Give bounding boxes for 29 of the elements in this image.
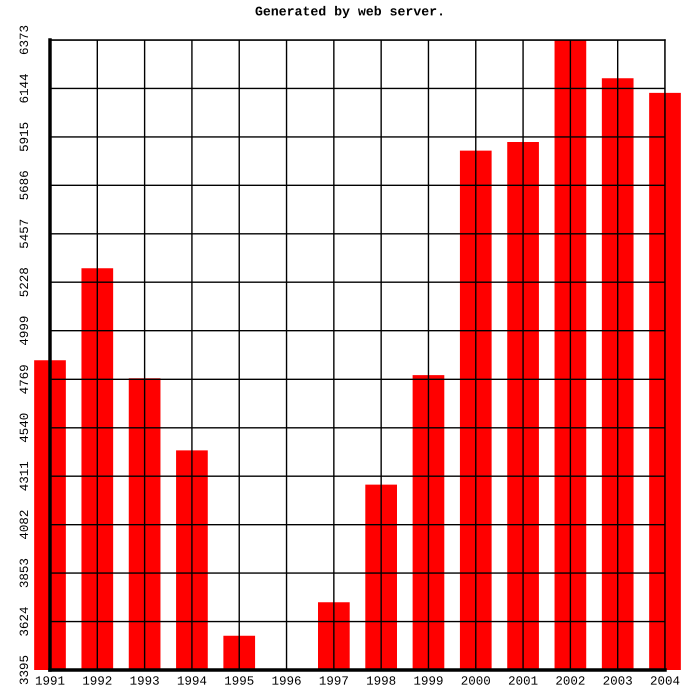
x-tick-label: 1997 bbox=[320, 676, 348, 685]
x-tick-label: 1996 bbox=[272, 676, 301, 685]
x-tick-label: 1995 bbox=[225, 676, 254, 685]
y-tick-label: 6373 bbox=[20, 26, 28, 54]
x-tick-label: 2003 bbox=[604, 676, 632, 685]
x-tick-label: 1992 bbox=[83, 676, 112, 685]
x-tick-label: 1993 bbox=[130, 676, 159, 685]
y-tick-label: 5686 bbox=[20, 171, 28, 200]
x-tick-label: 2001 bbox=[508, 676, 538, 685]
x-tick-label: 1994 bbox=[178, 676, 206, 685]
y-tick-label: 4769 bbox=[20, 365, 28, 394]
y-tick-label: 4540 bbox=[20, 414, 28, 442]
x-tick-label: 1991 bbox=[36, 676, 64, 685]
y-tick-label: 4311 bbox=[20, 462, 28, 491]
y-tick-label: 4999 bbox=[20, 316, 28, 346]
y-tick-label: 6144 bbox=[20, 74, 28, 103]
y-tick-label: 5915 bbox=[20, 122, 28, 152]
x-tick-label: 2004 bbox=[650, 676, 680, 685]
x-tick-label: 2000 bbox=[462, 676, 490, 685]
y-tick-label: 3853 bbox=[20, 558, 28, 588]
y-tick-label: 5228 bbox=[20, 268, 28, 296]
y-tick-label: 3624 bbox=[20, 607, 28, 636]
x-tick-label: 1998 bbox=[367, 676, 396, 685]
x-tick-label: 2002 bbox=[556, 676, 584, 685]
x-tick-label: 1999 bbox=[414, 676, 443, 685]
y-tick-label: 3395 bbox=[20, 656, 28, 684]
y-tick-label: 4082 bbox=[20, 510, 28, 540]
y-tick-label: 5457 bbox=[20, 220, 28, 248]
chart-title: Generated by web server. bbox=[255, 6, 442, 18]
